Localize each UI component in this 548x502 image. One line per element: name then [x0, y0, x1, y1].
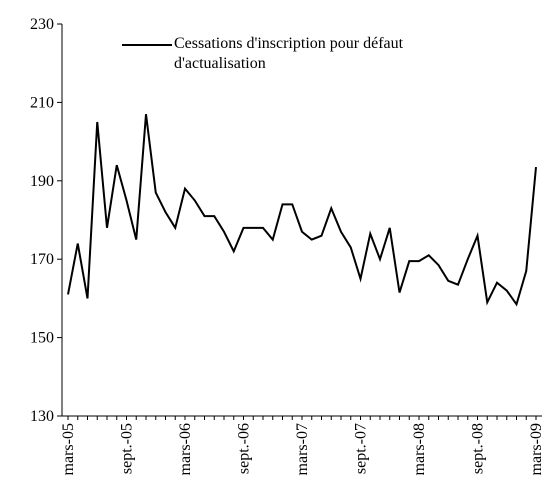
x-tick-label: sept.-05	[119, 423, 136, 474]
x-tick-label: sept.-08	[470, 423, 487, 474]
y-tick-label: 230	[30, 16, 54, 33]
x-tick-label: mars-09	[528, 423, 545, 475]
x-tick-label: mars-08	[411, 423, 428, 475]
legend-label: Cessations d'inscription pour défaut d'a…	[174, 34, 494, 74]
y-tick-label: 130	[30, 408, 54, 425]
x-tick-label: sept.-07	[353, 423, 370, 474]
line-series	[67, 114, 537, 307]
y-tick-label: 190	[30, 173, 54, 190]
x-tick-label: mars-06	[177, 423, 194, 475]
x-tick-label: mars-07	[294, 423, 311, 475]
x-tick-label: mars-05	[60, 423, 77, 475]
y-tick-label: 210	[30, 94, 54, 111]
x-tick-label: sept.-06	[236, 423, 253, 474]
y-tick-label: 150	[30, 330, 54, 347]
y-tick-label: 170	[30, 251, 54, 268]
